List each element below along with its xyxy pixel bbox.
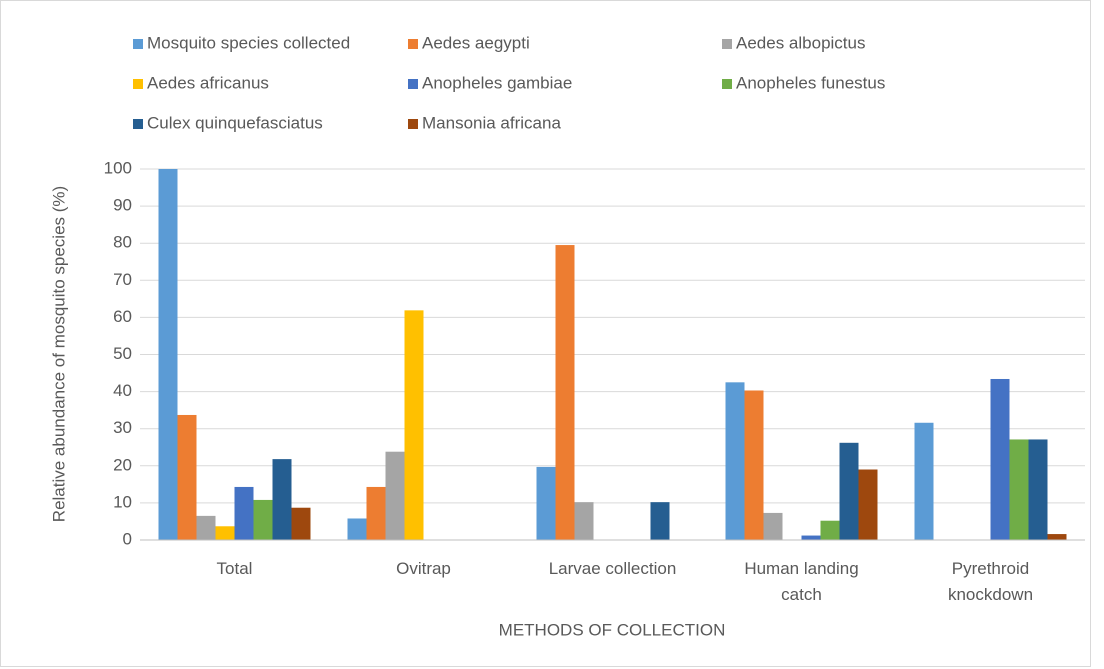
legend-label: Aedes aegypti: [422, 33, 530, 52]
legend-swatch: [722, 79, 732, 89]
x-tick-label: Human landing catch: [744, 559, 859, 604]
bar: [272, 459, 292, 540]
bar: [253, 499, 273, 540]
y-axis-title: Relative abundance of mosquito species (…: [49, 186, 68, 522]
y-tick-label: 80: [113, 233, 132, 252]
legend-swatch: [408, 79, 418, 89]
legend-label: Mansonia africana: [422, 113, 561, 132]
x-tick-label: Total: [216, 559, 253, 578]
bar: [990, 378, 1010, 540]
x-axis-title: METHODS OF COLLECTION: [499, 620, 726, 639]
bar: [744, 390, 764, 540]
x-tick-label: Ovitrap: [396, 559, 451, 578]
legend-label: Anopheles funestus: [736, 73, 885, 92]
y-tick-label: 20: [113, 455, 132, 474]
legend-swatch: [133, 39, 143, 49]
bar: [1028, 439, 1048, 540]
bar: [196, 515, 216, 540]
bar: [347, 518, 367, 540]
bar: [574, 502, 594, 540]
bar: [763, 512, 783, 540]
x-tick-label: Pyrethroid knockdown: [947, 559, 1034, 604]
bar: [555, 245, 575, 540]
legend-swatch: [408, 119, 418, 129]
bar: [650, 502, 670, 540]
legend-label: Culex quinquefasciatus: [147, 113, 323, 132]
legend-label: Mosquito species collected: [147, 33, 350, 52]
y-tick-label: 40: [113, 381, 132, 400]
bar: [820, 520, 840, 540]
bar: [291, 507, 311, 540]
legend-label: Anopheles gambiae: [422, 73, 572, 92]
bar: [158, 169, 178, 540]
bar: [839, 442, 859, 540]
bar: [385, 451, 405, 540]
bar: [1047, 534, 1067, 540]
y-tick-label: 30: [113, 418, 132, 437]
bar: [215, 526, 235, 540]
bar: [1009, 439, 1029, 540]
x-tick-label: Larvae collection: [548, 559, 677, 578]
y-tick-label: 50: [113, 344, 132, 363]
bar: [366, 486, 386, 540]
legend-label: Aedes albopictus: [736, 33, 865, 52]
bar: [914, 422, 934, 540]
y-tick-label: 0: [123, 529, 132, 548]
y-tick-label: 10: [113, 492, 132, 511]
bar: [234, 486, 254, 540]
legend-label: Aedes africanus: [147, 73, 269, 92]
legend-swatch: [133, 119, 143, 129]
y-tick-label: 70: [113, 270, 132, 289]
bar: [177, 414, 197, 540]
bar: [536, 466, 556, 540]
bar: [858, 469, 878, 540]
legend-swatch: [133, 79, 143, 89]
y-tick-label: 90: [113, 196, 132, 215]
bar: [801, 535, 821, 540]
legend-swatch: [722, 39, 732, 49]
y-tick-label: 60: [113, 307, 132, 326]
y-tick-label: 100: [104, 158, 132, 177]
bar: [404, 310, 424, 540]
bar: [725, 382, 745, 540]
legend-swatch: [408, 39, 418, 49]
